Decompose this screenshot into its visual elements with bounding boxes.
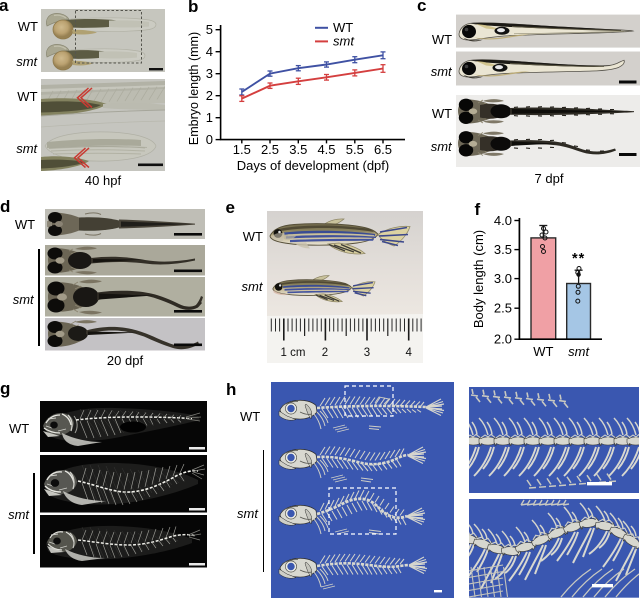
- svg-text:3.5: 3.5: [494, 242, 512, 257]
- svg-text:1.5: 1.5: [233, 142, 251, 157]
- svg-text:WT: WT: [333, 20, 353, 35]
- svg-text:4.5: 4.5: [317, 142, 335, 157]
- svg-text:smt: smt: [333, 34, 355, 49]
- svg-text:3.5: 3.5: [289, 142, 307, 157]
- svg-text:6.5: 6.5: [374, 142, 392, 157]
- svg-text:Body length (cm): Body length (cm): [471, 230, 486, 328]
- svg-text:4: 4: [206, 44, 213, 59]
- svg-text:1: 1: [206, 110, 213, 125]
- svg-text:3: 3: [206, 66, 213, 81]
- svg-text:2.5: 2.5: [261, 142, 279, 157]
- svg-text:smt: smt: [568, 344, 590, 359]
- svg-text:2.5: 2.5: [494, 301, 512, 316]
- svg-text:Days of development (dpf): Days of development (dpf): [237, 158, 389, 173]
- svg-text:3.0: 3.0: [494, 271, 512, 286]
- svg-text:5: 5: [206, 22, 213, 37]
- svg-text:2: 2: [206, 88, 213, 103]
- svg-text:**: **: [572, 251, 585, 267]
- svg-text:WT: WT: [533, 344, 553, 359]
- svg-text:2.0: 2.0: [494, 332, 512, 347]
- svg-text:4.0: 4.0: [494, 213, 512, 228]
- svg-text:0: 0: [206, 132, 213, 147]
- svg-text:Embryo length (mm): Embryo length (mm): [187, 32, 201, 145]
- svg-text:5.5: 5.5: [346, 142, 364, 157]
